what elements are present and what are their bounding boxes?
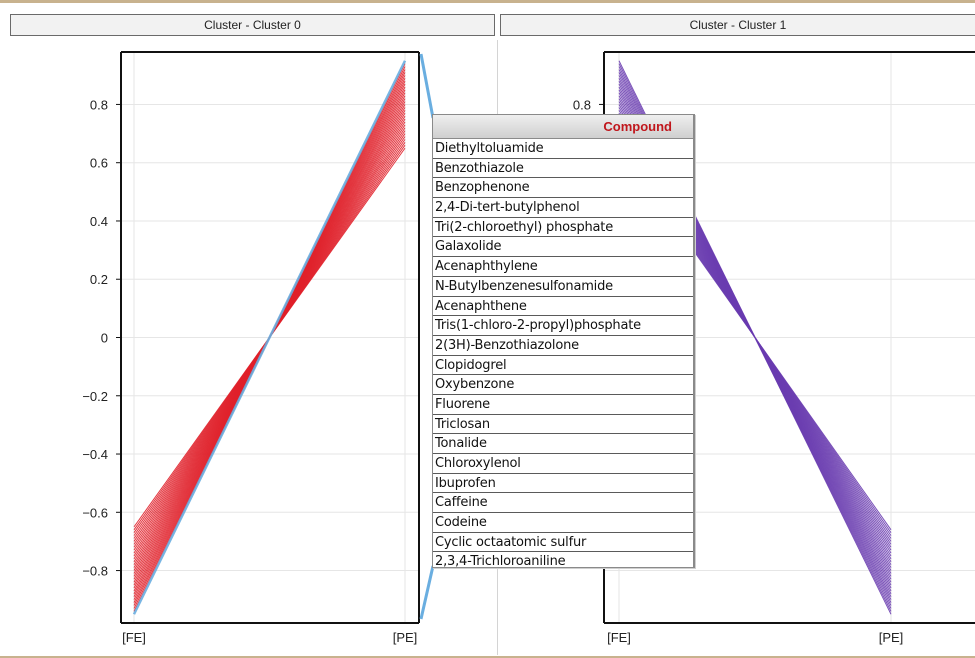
y-tick-label: −0.6 [82,505,108,520]
x-tick-label: [PE] [879,630,904,645]
table-row[interactable]: Diethyltoluamide [433,139,694,159]
table-row[interactable]: N-Butylbenzenesulfonamide [433,277,694,297]
selection-callout [419,53,435,620]
y-tick-label: 0 [101,331,108,346]
cluster-0-title: Cluster - Cluster 0 [204,18,301,32]
x-tick-label: [FE] [607,630,631,645]
cluster-1-title: Cluster - Cluster 1 [689,18,787,32]
table-row[interactable]: Benzothiazole [433,159,694,179]
table-row[interactable]: Tri(2-chloroethyl) phosphate [433,218,694,238]
y-tick-label: 0.8 [573,97,591,112]
table-row[interactable]: 2,3,4-Trichloroaniline [433,552,694,567]
compound-header-label: Compound [603,119,672,134]
table-row[interactable]: Chloroxylenol [433,454,694,474]
cluster-0-header[interactable]: Cluster - Cluster 0 [10,14,495,36]
table-row[interactable]: 2(3H)-Benzothiazolone [433,336,694,356]
y-tick-label: 0.4 [90,214,108,229]
table-row[interactable]: Oxybenzone [433,375,694,395]
highlighted-series-line [132,60,407,615]
y-tick-label: 0.2 [90,272,108,287]
table-row[interactable]: Tonalide [433,434,694,454]
cluster-1-header[interactable]: Cluster - Cluster 1 [500,14,975,36]
y-tick-label: −0.2 [82,389,108,404]
cluster-0-chart: 0.8 0.6 0.4 0.2 0 −0.2 −0.4 −0.6 −0.8 [FE] [PE] [82,51,420,645]
table-edge [693,115,694,567]
table-row[interactable]: Fluorene [433,395,694,415]
compound-table[interactable]: Compound Diethyltoluamide Benzothiazole Be… [432,114,695,568]
x-tick-label: [PE] [393,630,418,645]
table-row[interactable]: Caffeine [433,493,694,514]
table-row[interactable]: Clopidogrel [433,356,694,376]
y-tick-label: 0.8 [90,97,108,112]
compound-table-body: Diethyltoluamide Benzothiazole Benzophenon… [433,139,694,567]
x-tick-label: [FE] [122,630,146,645]
y-tick-label: 0.6 [90,156,108,171]
table-row[interactable]: Codeine [433,513,694,533]
callout-line-bottom [419,565,435,620]
table-row[interactable]: Triclosan [433,415,694,435]
callout-line-top [419,53,435,119]
table-row[interactable]: Benzophenone [433,178,694,199]
table-row[interactable]: Ibuprofen [433,474,694,494]
y-tick-label: −0.4 [82,447,108,462]
table-row[interactable]: Cyclic octaatomic sulfur [433,533,694,553]
y-tick-label: −0.8 [82,564,108,579]
table-row[interactable]: Acenaphthene [433,297,694,317]
table-row[interactable]: 2,4-Di-tert-butylphenol [433,198,694,218]
table-row[interactable]: Tris(1-chloro-2-propyl)phosphate [433,316,694,336]
table-row[interactable]: Galaxolide [433,237,694,258]
table-row[interactable]: Acenaphthylene [433,257,694,277]
compound-column-header[interactable]: Compound [433,115,694,139]
